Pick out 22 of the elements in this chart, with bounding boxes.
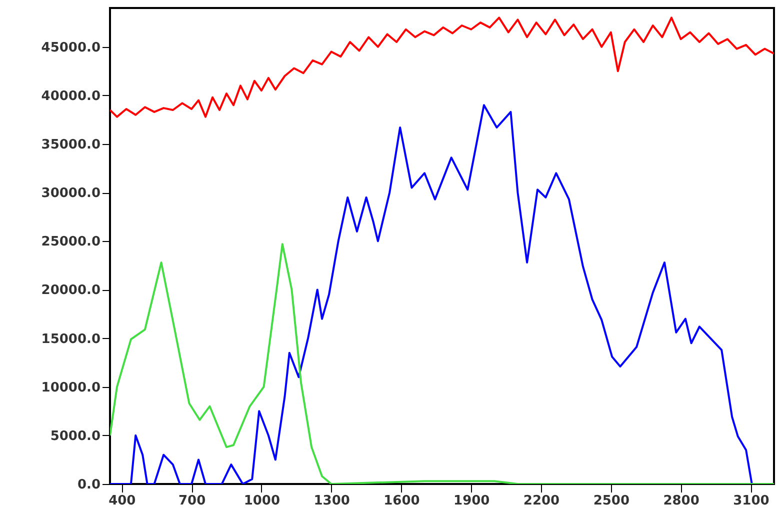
y-tick-label: 30000.0 [41,186,100,202]
y-tick-label: 20000.0 [41,283,100,298]
x-tick-label: 400 [108,494,136,508]
line-series [110,243,774,484]
x-tick-label: 1300 [314,494,350,508]
y-tick-label: 10000.0 [41,380,100,396]
x-tick-label: 3100 [733,494,770,508]
x-tick-label: 2800 [663,494,700,508]
x-tick-label: 1000 [244,494,280,508]
y-tick-label: 35000.0 [41,138,100,152]
y-tick-label: 40000.0 [41,88,100,104]
x-tick-label: 2200 [523,494,560,508]
y-tick-label: 25000.0 [41,234,100,250]
x-tick-label: 700 [178,494,206,508]
x-tick-label: 1600 [384,494,420,508]
y-tick-label: 0.0 [77,478,100,492]
y-tick-label: 45000.0 [41,40,100,56]
y-tick-label: 15000.0 [41,332,100,347]
x-tick-label: 2500 [593,494,630,508]
line-series [110,16,774,118]
y-tick-label: 5000.0 [50,428,100,444]
x-tick-label: 1900 [454,494,490,508]
